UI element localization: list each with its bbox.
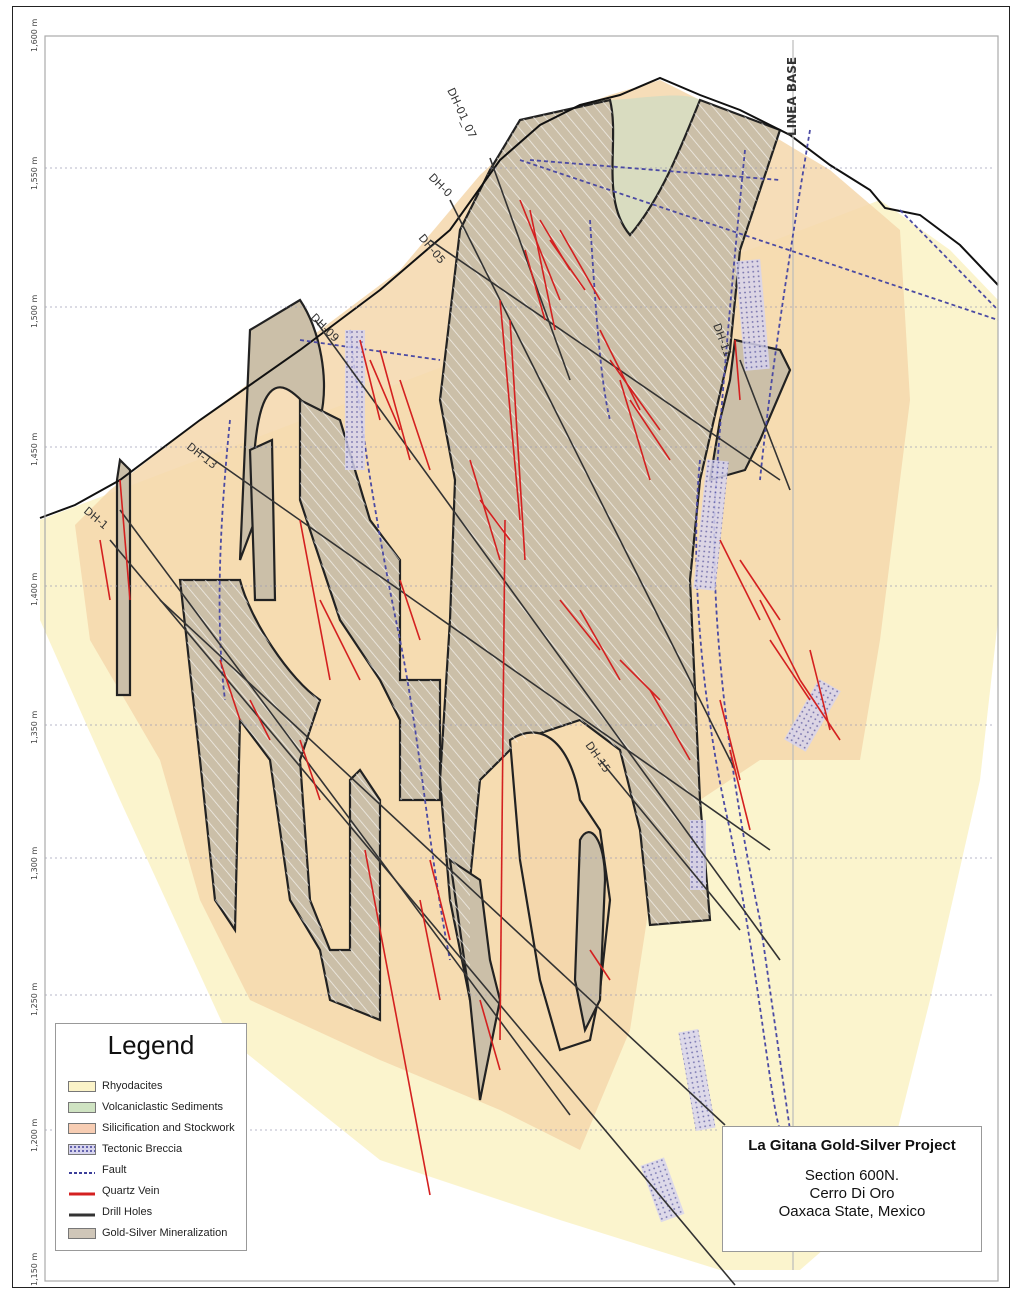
legend-label: Fault [102,1164,127,1176]
project-title: La Gitana Gold-Silver Project [748,1137,956,1154]
location-line-1: Cerro Di Oro [809,1185,895,1202]
legend-label: Volcaniclastic Sediments [102,1101,224,1113]
legend-item-silicification: Silicification and Stockwork [68,1120,235,1136]
elevation-label: 1,500 m [30,295,39,328]
drill-hole-label: DH-01_07 [444,86,479,141]
drill-hole-label: DH-0 [426,171,455,200]
silicification-swatch [68,1122,96,1134]
topographic-surface [39,76,999,519]
fault-symbol [68,1165,96,1176]
elevation-label: 1,350 m [30,711,39,744]
gold-silver-swatch [68,1227,96,1239]
legend-label: Rhyodacites [102,1080,163,1092]
legend-label: Drill Holes [102,1206,153,1218]
legend-item-tectonic-breccia: Tectonic Breccia [68,1141,182,1157]
legend-item-rhyodacites: Rhyodacites [68,1078,163,1094]
legend-title: Legend [107,1030,195,1060]
title-block: La Gitana Gold-Silver Project Section 60… [722,1126,982,1252]
legend: Legend Rhyodacites Volcaniclastic Sedime… [55,1023,247,1251]
section-label: Section 600N. [804,1167,900,1184]
drill-hole-symbol [68,1207,96,1218]
legend-label: Tectonic Breccia [102,1143,183,1155]
elevation-label: 1,550 m [30,157,39,190]
elevation-label: 1,600 m [30,19,39,52]
elevation-label: 1,250 m [30,983,39,1016]
legend-label: Quartz Vein [102,1185,160,1197]
rhyodacites-swatch [68,1080,96,1092]
linea-base-label: LINEA BASE [785,57,799,136]
breccia-swatch [68,1143,96,1155]
elevation-label: 1,300 m [30,847,39,880]
legend-item-fault: Fault [68,1162,126,1178]
tectonic-breccia [345,259,841,1223]
legend-item-quartz-vein: Quartz Vein [68,1183,159,1199]
quartz-veins [99,199,841,1196]
legend-label: Gold-Silver Mineralization [102,1227,228,1239]
legend-label: Silicification and Stockwork [102,1122,235,1134]
legend-item-drill-holes: Drill Holes [68,1204,152,1220]
elevation-label: 1,150 m [30,1253,39,1286]
elevation-label: 1,200 m [30,1119,39,1152]
legend-item-volcaniclastic: Volcaniclastic Sediments [68,1099,223,1115]
volcaniclastic-swatch [68,1101,96,1113]
drill-holes [109,157,791,1286]
elevation-labels: 1,600 m 1,550 m 1,500 m 1,450 m 1,400 m … [30,19,39,1286]
elevation-label: 1,450 m [30,433,39,466]
elevation-gridlines [45,167,995,1131]
quartz-vein-symbol [68,1186,96,1197]
map-inner-border [44,35,999,1282]
elevation-label: 1,400 m [30,573,39,606]
legend-item-gold-silver: Gold-Silver Mineralization [68,1225,227,1241]
location-line-2: Oaxaca State, Mexico [778,1203,926,1220]
